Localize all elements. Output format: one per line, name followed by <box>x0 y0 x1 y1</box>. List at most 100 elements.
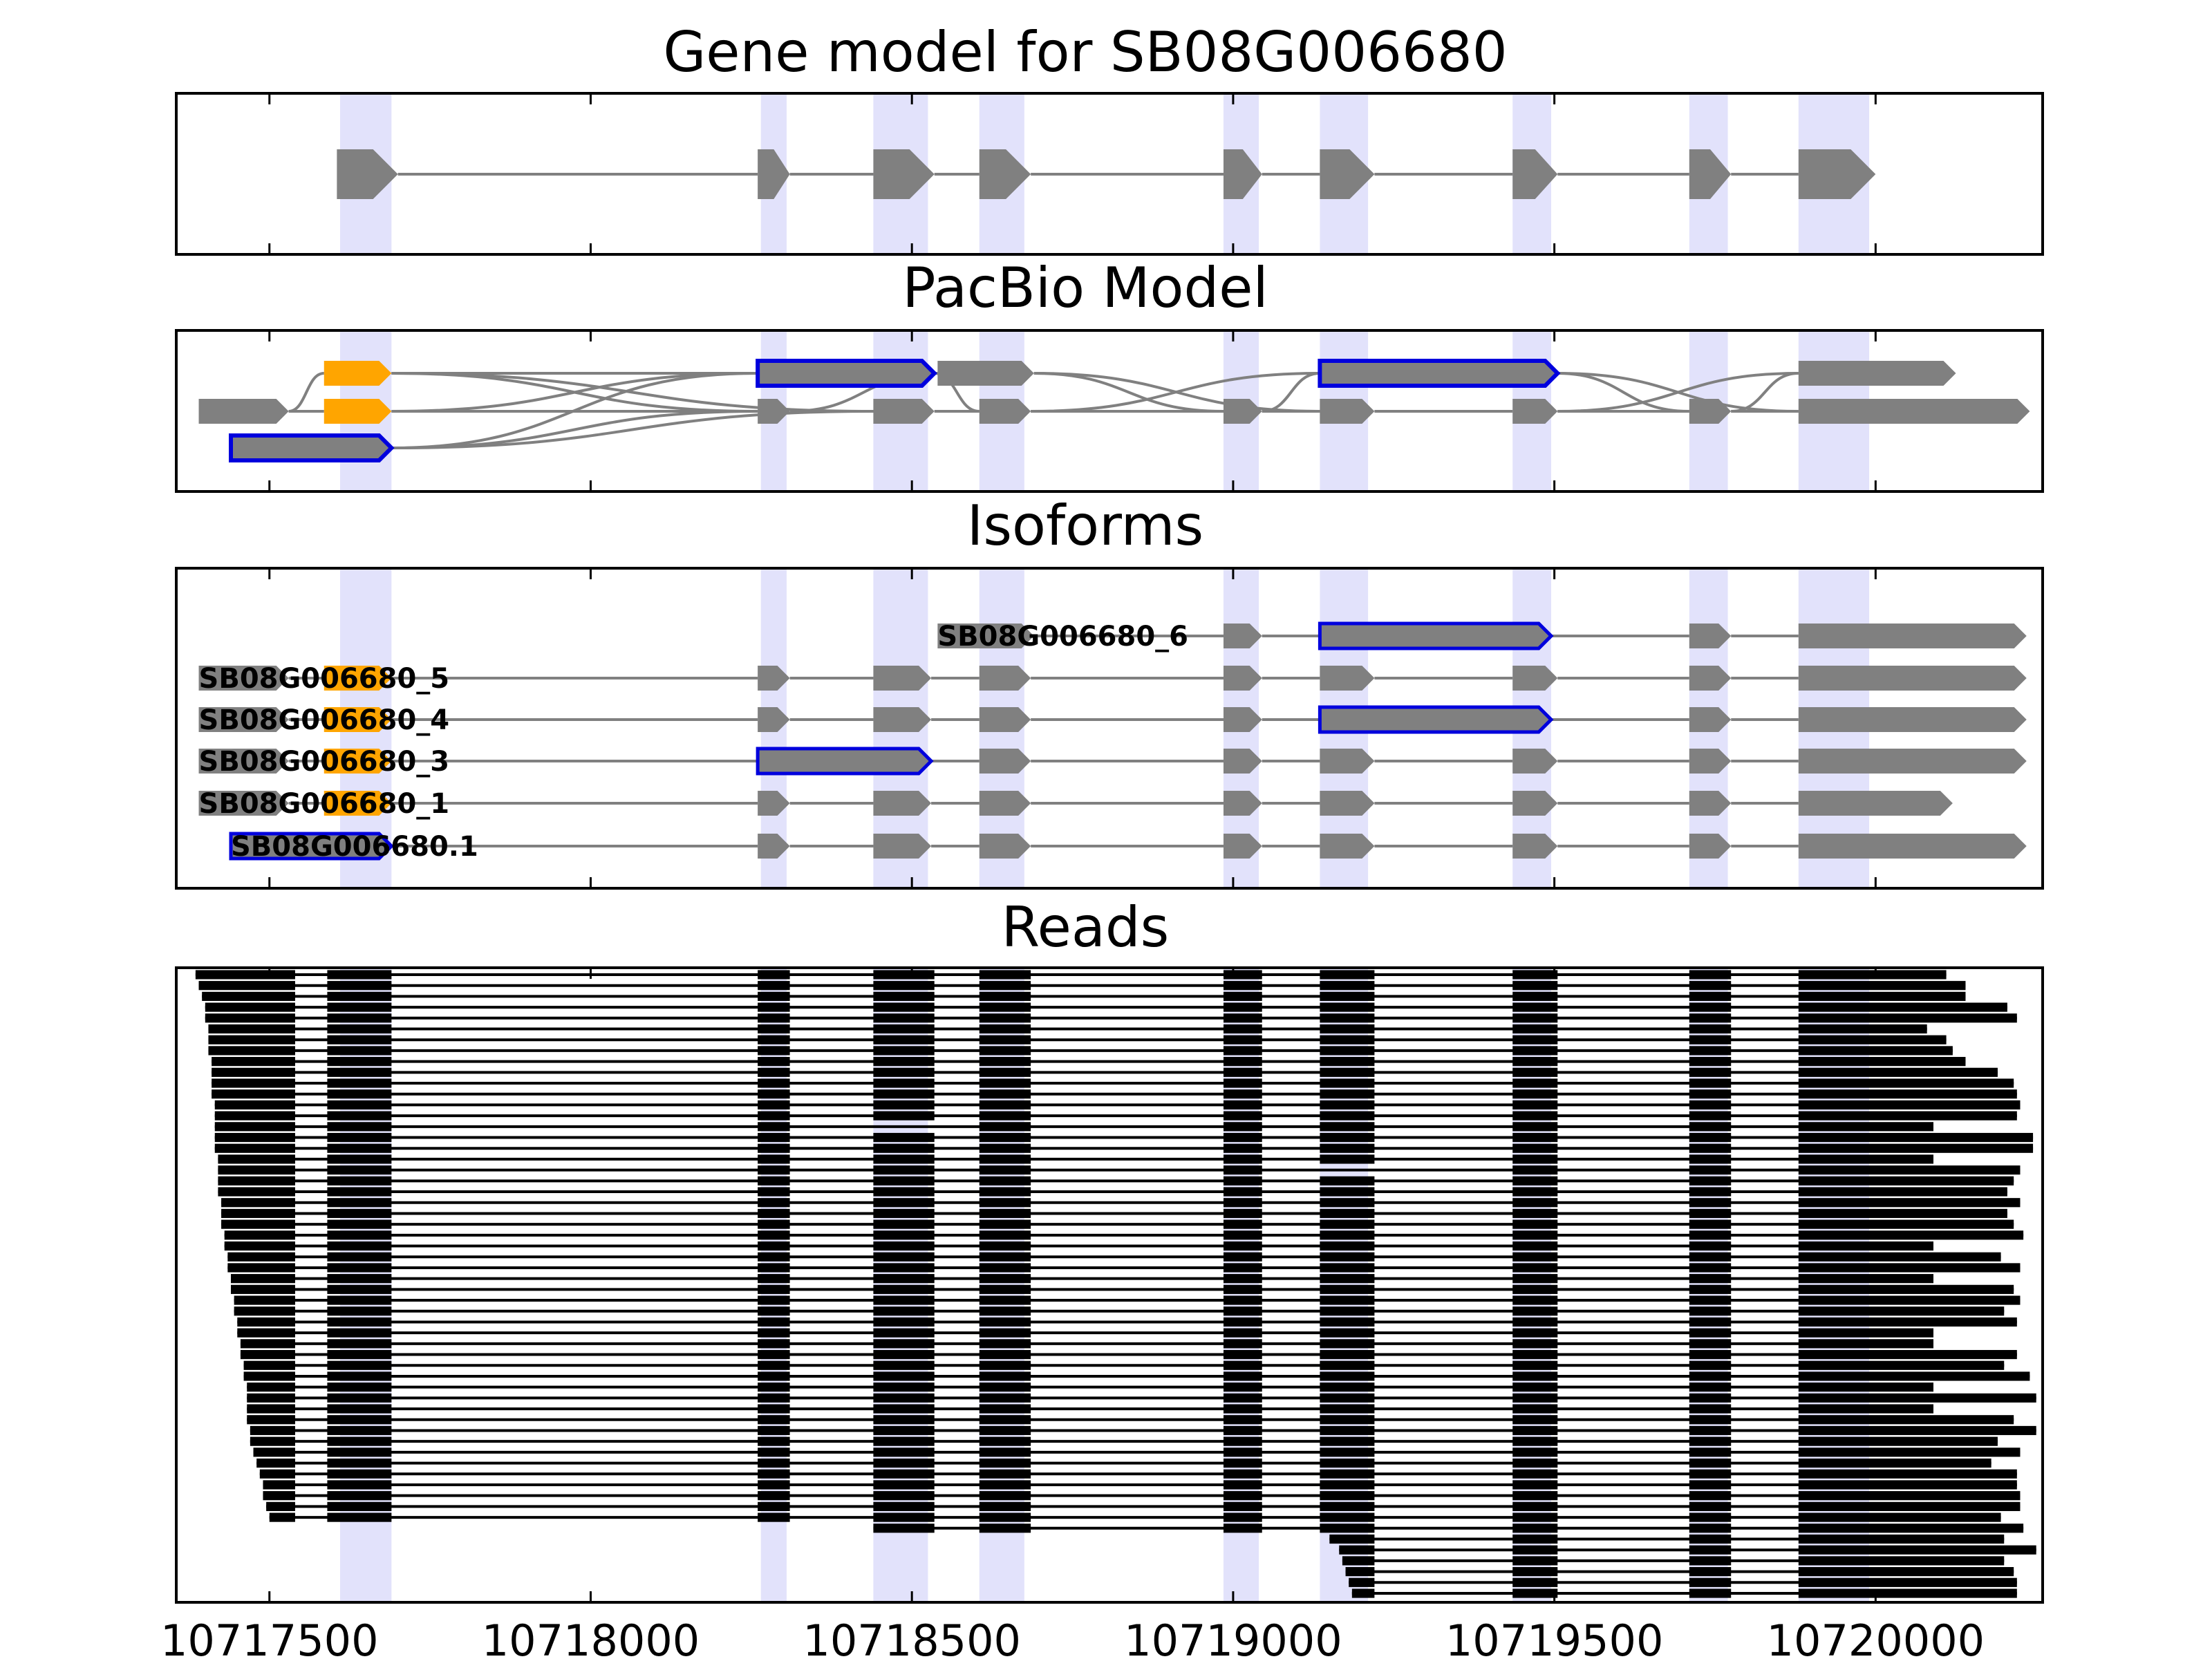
read-25-block-5 <box>1223 1241 1262 1251</box>
read-25-block-9 <box>1798 1241 1933 1251</box>
panel-title-pacbio-model: PacBio Model <box>902 256 1268 320</box>
isoform-4-exon-2 <box>758 791 790 816</box>
read-14-block-2 <box>758 1122 790 1132</box>
read-42-block-6 <box>1320 1425 1375 1436</box>
isoform-4-exon-7 <box>1512 791 1558 816</box>
read-38-block-6 <box>1320 1382 1375 1392</box>
read-39-block-2 <box>758 1393 790 1403</box>
isoform-3-exon-6 <box>1512 749 1558 774</box>
read-8-block-1 <box>327 1057 392 1067</box>
read-30-block-0 <box>234 1295 295 1305</box>
read-30-block-2 <box>758 1295 790 1305</box>
isoform-label: SB08G006680_4 <box>199 704 450 736</box>
read-35-block-6 <box>1320 1349 1375 1360</box>
read-29-block-6 <box>1320 1284 1375 1294</box>
read-38-block-2 <box>758 1382 790 1392</box>
pacbio-exon-6 <box>873 399 935 424</box>
read-37-block-3 <box>873 1371 935 1381</box>
read-12-block-8 <box>1689 1100 1732 1110</box>
read-42-block-3 <box>873 1425 935 1436</box>
read-30-block-6 <box>1320 1295 1375 1305</box>
read-39-block-9 <box>1798 1393 2036 1403</box>
read-6-block-2 <box>758 1035 790 1044</box>
isoform-row: SB08G006680_1 <box>198 788 1953 820</box>
read-26-block-8 <box>1689 1252 1732 1262</box>
read-41-block-3 <box>873 1415 935 1425</box>
read-42-block-2 <box>758 1425 790 1436</box>
read-36-block-6 <box>1320 1360 1375 1370</box>
read-54-block-6 <box>1342 1556 1375 1566</box>
read-4-block-4 <box>979 1013 1031 1023</box>
read-47-block-3 <box>873 1480 935 1490</box>
read-2-block-8 <box>1689 991 1732 1001</box>
isoform-label: SB08G006680_1 <box>199 788 450 820</box>
isoform-3-exon-3 <box>979 749 1031 774</box>
read-10-block-1 <box>327 1078 392 1088</box>
read-11-block-7 <box>1512 1089 1558 1099</box>
read-55-block-8 <box>1689 1567 1732 1577</box>
read-31-block-8 <box>1689 1306 1732 1316</box>
read-38-block-4 <box>979 1382 1031 1392</box>
read-38-block-9 <box>1798 1382 1933 1392</box>
reads-frame <box>175 966 2044 1604</box>
read <box>205 1013 2017 1023</box>
x-tick-label: 10720000 <box>1767 1615 1985 1659</box>
read-4-block-0 <box>205 1013 295 1023</box>
read-45-block-7 <box>1512 1458 1558 1468</box>
read-13-block-1 <box>327 1111 392 1121</box>
read-40-block-4 <box>979 1404 1031 1414</box>
pacbio-connection-25 <box>1731 372 1799 413</box>
isoform-0-exon-2 <box>1318 621 1554 650</box>
read-8-block-8 <box>1689 1057 1732 1067</box>
isoform-row: SB08G006680_5 <box>198 663 2027 695</box>
read-0-block-4 <box>979 970 1031 980</box>
isoform-5-exon-0 <box>229 832 394 861</box>
read-39-block-6 <box>1320 1393 1375 1403</box>
read-21-block-8 <box>1689 1198 1732 1208</box>
read-28-block-1 <box>327 1274 392 1284</box>
read-15-block-5 <box>1223 1132 1262 1143</box>
isoform-label: SB08G006680_5 <box>199 663 450 695</box>
read-41-block-0 <box>247 1415 295 1425</box>
read-14-block-9 <box>1798 1122 1933 1132</box>
read-35-block-3 <box>873 1349 935 1360</box>
isoform-2-exon-8 <box>1798 707 2027 732</box>
gene-model-exon-8 <box>1798 149 1876 199</box>
read-13-block-6 <box>1320 1111 1375 1121</box>
read-12-block-6 <box>1320 1100 1375 1110</box>
read-54-block-9 <box>1798 1556 2005 1566</box>
read-41-block-6 <box>1320 1415 1375 1425</box>
read-34-block-3 <box>873 1339 935 1349</box>
read-52-block-7 <box>1512 1534 1558 1544</box>
read-38-block-8 <box>1689 1382 1732 1392</box>
read <box>212 1067 1998 1077</box>
read-45-block-9 <box>1798 1458 1991 1468</box>
read-55-block-6 <box>1345 1567 1375 1577</box>
read-36-block-7 <box>1512 1360 1558 1370</box>
read-35-block-9 <box>1798 1349 2017 1360</box>
read-4-block-5 <box>1223 1013 1262 1023</box>
isoform-row: SB08G006680_4 <box>198 704 2027 736</box>
read-51-block-7 <box>1512 1524 1558 1533</box>
read-13-block-7 <box>1512 1111 1558 1121</box>
pacbio-connection-18 <box>1262 372 1320 413</box>
isoform-2-exon-3 <box>873 707 932 732</box>
read-33-block-9 <box>1798 1328 1933 1338</box>
read-48-block-9 <box>1798 1491 2021 1501</box>
read-20-block-8 <box>1689 1187 1732 1197</box>
read-30-block-3 <box>873 1295 935 1305</box>
read-16-block-9 <box>1798 1143 2034 1153</box>
read-49-block-0 <box>266 1501 295 1511</box>
read-16-block-6 <box>1320 1143 1375 1153</box>
read-12-block-5 <box>1223 1100 1262 1110</box>
read-1-block-1 <box>327 981 392 991</box>
read-43-block-9 <box>1798 1436 1998 1446</box>
read-22-block-8 <box>1689 1208 1732 1219</box>
read-33-block-4 <box>979 1328 1031 1338</box>
read-1-block-7 <box>1512 981 1558 991</box>
read-19-block-0 <box>218 1176 295 1185</box>
read-9-block-4 <box>979 1067 1031 1077</box>
read-31-block-5 <box>1223 1306 1262 1316</box>
read <box>269 1512 2001 1522</box>
